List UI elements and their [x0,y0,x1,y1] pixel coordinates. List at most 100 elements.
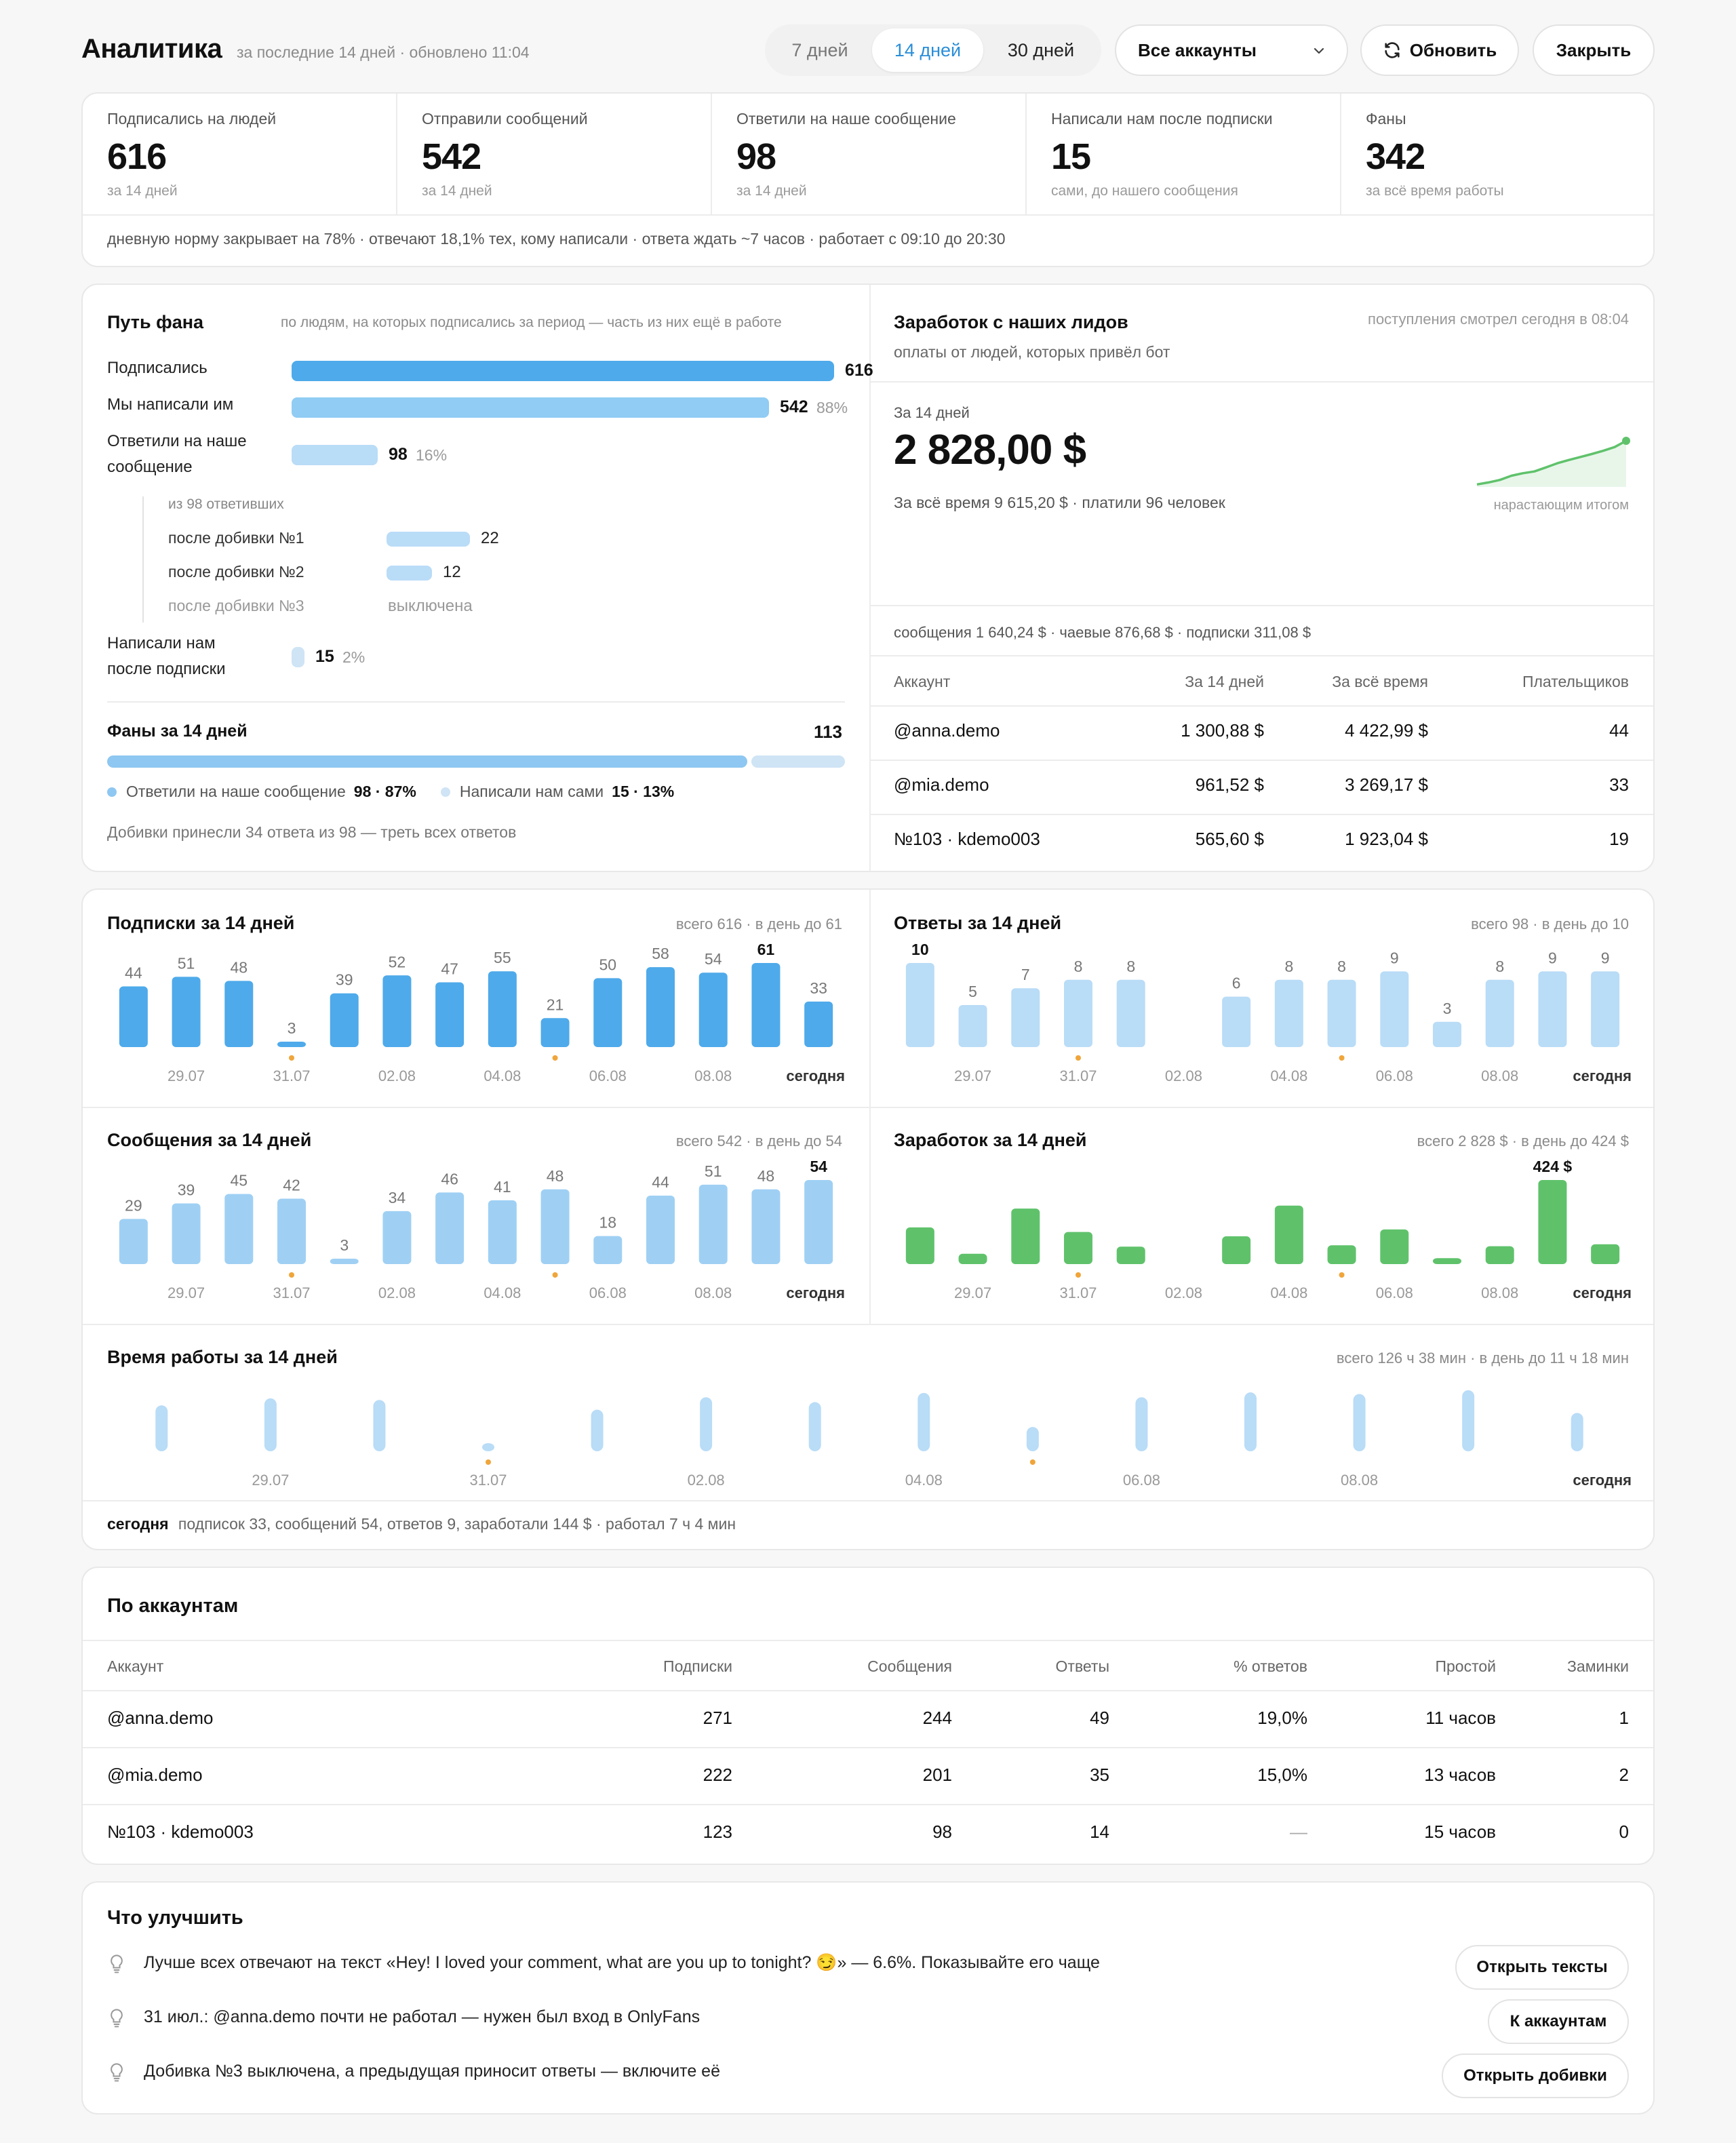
bar-value-label: 8 [1126,958,1135,975]
divider [83,1747,1653,1748]
cell-payers: 19 [1609,829,1629,849]
x-tick-label: 29.07 [252,1472,289,1489]
bar [646,1195,675,1264]
funnel-value: 542 [780,397,808,416]
bar-value-label: 58 [652,945,669,962]
kpi-caption: за всё время работы [1366,183,1504,199]
x-tick-label: 08.08 [694,1284,732,1301]
funnel-pct: 2% [342,648,366,666]
kpi-replied: Ответили на наше сообщение 98 за 14 дней [712,94,1027,214]
today-summary: сегодня подписок 33, сообщений 54, ответ… [107,1515,736,1533]
to-accounts-button[interactable]: К аккаунтам [1488,1999,1629,2044]
period-30-days[interactable]: 30 дней [1007,39,1075,60]
x-tick-label: 04.08 [1270,1067,1307,1084]
earnings-amount: 2 828,00 $ [894,427,1086,473]
kpi-caption: сами, до нашего сообщения [1051,183,1238,199]
cell-messages: 98 [932,1822,952,1842]
cell-hiccups: 1 [1619,1708,1629,1728]
period-7-days[interactable]: 7 дней [791,39,848,60]
lightbulb-icon [111,1954,123,1973]
bar [1274,1205,1303,1264]
col-14-days: За 14 дней [1185,673,1264,690]
warning-dot [1076,1272,1081,1278]
x-tick-label: 04.08 [484,1067,521,1084]
bar [1116,979,1145,1047]
open-followups-button[interactable]: Открыть добивки [1442,2053,1629,2098]
divider [83,1324,1653,1325]
bar [1222,996,1251,1047]
cell-replies: 49 [1090,1708,1109,1728]
cell-account: @anna.demo [894,720,1000,741]
tip-text: 31 июл.: @anna.demo почти не работал — н… [144,2007,701,2026]
fans-title: Фаны за 14 дней [107,722,248,741]
close-button[interactable]: Закрыть [1533,24,1655,76]
funnel-bar-wrote [292,397,769,418]
bar-value-label: 47 [441,960,458,977]
legend-value: 98 · 87% [353,783,416,800]
bar [277,1198,306,1264]
col-idle: Простой [1435,1657,1496,1675]
period-14-days[interactable]: 14 дней [872,28,983,72]
fans-note: Добивки принесли 34 ответа из 98 — треть… [107,823,517,841]
bar-value-label: 7 [1021,966,1030,983]
bar-value-label: 44 [652,1173,669,1191]
bar [172,1203,201,1264]
chart-title-replies: Ответы за 14 дней [894,913,1062,933]
bar [540,1018,570,1047]
bar [482,1443,494,1451]
kpi-label: Подписались на людей [107,110,277,127]
warning-dot [289,1272,294,1278]
cell-alltime: 4 422,99 $ [1345,720,1428,741]
chevron-down-icon [1314,47,1324,54]
cell-messages: 244 [922,1708,952,1728]
cell-reply-rate: 19,0% [1257,1708,1307,1728]
bar-value-label: 424 $ [1533,1158,1573,1175]
chart-summary-money: всего 2 828 $ · в день до 424 $ [1417,1133,1629,1149]
cell-reply-rate: 15,0% [1257,1765,1307,1785]
divider [83,1640,1653,1641]
fans-legend: Ответили на наше сообщение 98 · 87% Напи… [107,783,674,801]
refresh-button[interactable]: Обновить [1360,24,1519,76]
chart-summary-replies: всего 98 · в день до 10 [1471,916,1629,932]
bar [435,982,465,1047]
kpi-value: 98 [736,136,776,177]
bar-value-label: 3 [1443,1000,1452,1017]
cell-subs: 222 [703,1765,732,1785]
account-select[interactable]: Все аккаунты [1115,24,1348,76]
cell-replies: 14 [1090,1822,1109,1842]
divider [107,701,845,703]
legend-label: Написали нам сами [459,783,604,800]
cell-account: №103 · kdemo003 [107,1822,254,1842]
x-tick-label: 29.07 [167,1067,205,1084]
page-subtitle: за последние 14 дней · обновлено 11:04 [237,43,530,61]
x-tick-label: сегодня [1573,1067,1632,1084]
followups-rule [142,496,144,623]
divider [83,1690,1653,1691]
legend-dot [107,787,117,797]
funnel-value: 98 [389,445,408,464]
x-tick-label: сегодня [786,1284,845,1301]
bar [435,1192,465,1264]
bar-value-label: 33 [810,979,827,997]
period-switcher: 7 дней 14 дней 30 дней [765,24,1101,76]
col-account: Аккаунт [107,1657,164,1675]
cell-payers: 44 [1609,720,1629,741]
x-tick-label: 31.07 [1059,1284,1097,1301]
bar [1380,1229,1409,1264]
x-tick-label: 06.08 [589,1067,627,1084]
bar [119,986,148,1047]
bar [1571,1413,1583,1451]
bar [264,1398,277,1451]
warning-dot [1339,1055,1345,1061]
cell-reply-rate: — [1290,1822,1307,1842]
cell-hiccups: 2 [1619,1765,1629,1785]
warning-dot [552,1272,558,1278]
followups-note: из 98 ответивших [168,496,284,512]
cell-14-days: 1 300,88 $ [1181,720,1264,741]
fans-total: 113 [814,722,842,742]
fans-bar-self [751,755,845,768]
open-texts-button[interactable]: Открыть тексты [1455,1945,1629,1990]
divider [83,214,1653,216]
cell-account: №103 · kdemo003 [894,829,1040,849]
funnel-label-replied: Ответили на наше сообщение [107,432,247,476]
